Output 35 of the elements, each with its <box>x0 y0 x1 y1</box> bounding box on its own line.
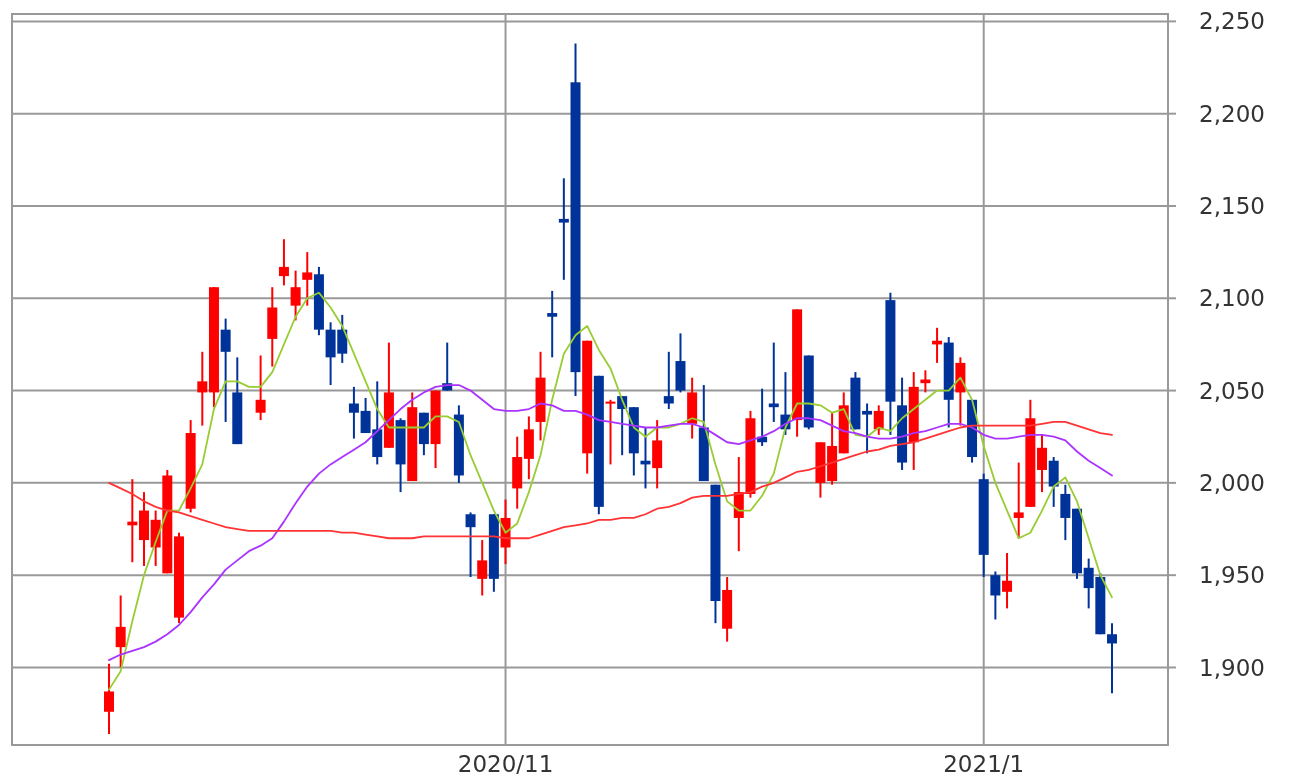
candlestick <box>220 317 231 423</box>
x-tick-label: 2020/11 <box>457 751 554 777</box>
y-tick-label: 2,150 <box>1199 193 1265 220</box>
candlestick <box>302 251 313 307</box>
y-tick-label: 1,950 <box>1199 562 1265 589</box>
candlestick <box>990 570 1001 621</box>
candlestick <box>348 385 359 440</box>
candlestick <box>115 594 126 669</box>
candlestick <box>862 402 873 455</box>
candlestick <box>1013 461 1024 540</box>
y-tick-label: 2,200 <box>1199 100 1265 127</box>
candlestick <box>197 350 208 427</box>
y-tick-label: 2,100 <box>1199 285 1265 312</box>
candlestick <box>278 238 289 287</box>
candlestick <box>1107 622 1117 695</box>
candlestick <box>477 539 488 597</box>
candlestick <box>1002 552 1013 610</box>
y-tick-label: 2,250 <box>1199 8 1265 35</box>
line-series <box>108 421 1113 540</box>
y-tick-label: 1,900 <box>1199 654 1265 681</box>
x-tick-label: 2021/1 <box>943 751 1025 777</box>
candlestick <box>290 269 301 322</box>
candlestick <box>558 177 569 281</box>
candlestick <box>547 289 558 359</box>
candlestick <box>255 354 266 422</box>
line-series <box>108 384 1113 661</box>
candlestick <box>465 511 476 579</box>
candlestick <box>663 350 674 411</box>
candlestick <box>104 662 114 735</box>
candlestick <box>768 341 779 423</box>
candlestick <box>605 398 616 466</box>
candlestick <box>1037 433 1048 494</box>
candlestick <box>873 404 884 436</box>
y-tick-label: 2,000 <box>1199 469 1265 496</box>
y-tick-label: 2,050 <box>1199 377 1265 404</box>
